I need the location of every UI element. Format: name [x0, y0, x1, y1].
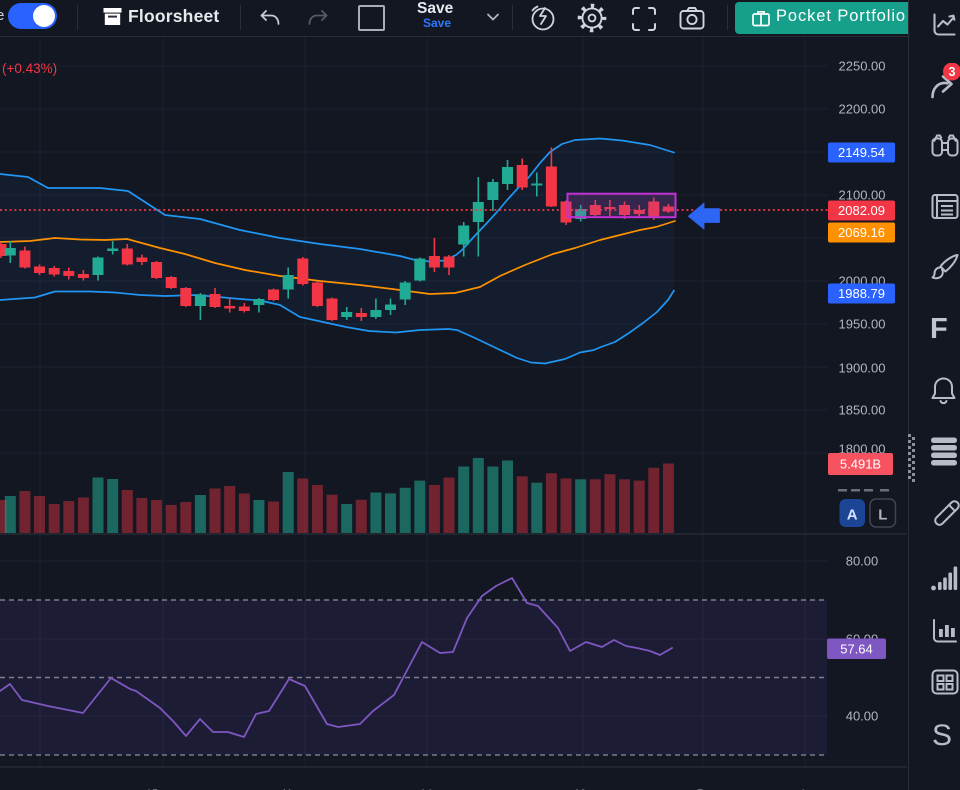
svg-text:2082.09: 2082.09 — [838, 203, 885, 218]
svg-text:5.491B: 5.491B — [840, 457, 881, 472]
svg-text:57.64: 57.64 — [840, 641, 873, 656]
svg-text:11: 11 — [281, 788, 292, 790]
svg-text:2200.00: 2200.00 — [839, 102, 886, 117]
svg-text:(+0.43%): (+0.43%) — [2, 61, 57, 76]
svg-text:A: A — [847, 507, 858, 524]
svg-text:2100.00: 2100.00 — [839, 188, 886, 203]
svg-text:14: 14 — [420, 788, 432, 790]
svg-text:7: 7 — [697, 788, 703, 790]
svg-text:10: 10 — [574, 788, 586, 790]
svg-text:40.00: 40.00 — [846, 709, 879, 724]
svg-text:1800.00: 1800.00 — [839, 442, 886, 457]
svg-text:2069.16: 2069.16 — [838, 225, 885, 240]
svg-text:1988.79: 1988.79 — [838, 286, 885, 301]
svg-text:2149.54: 2149.54 — [838, 145, 885, 160]
svg-text:3: 3 — [949, 65, 956, 79]
svg-text:2250.00: 2250.00 — [839, 59, 886, 74]
svg-text:1900.00: 1900.00 — [839, 361, 886, 376]
svg-text:1950.00: 1950.00 — [839, 317, 886, 332]
svg-text:4: 4 — [799, 788, 805, 790]
svg-text:1850.00: 1850.00 — [839, 403, 886, 418]
svg-text:L: L — [878, 507, 887, 524]
svg-text:15: 15 — [146, 788, 158, 790]
svg-text:80.00: 80.00 — [846, 554, 879, 569]
